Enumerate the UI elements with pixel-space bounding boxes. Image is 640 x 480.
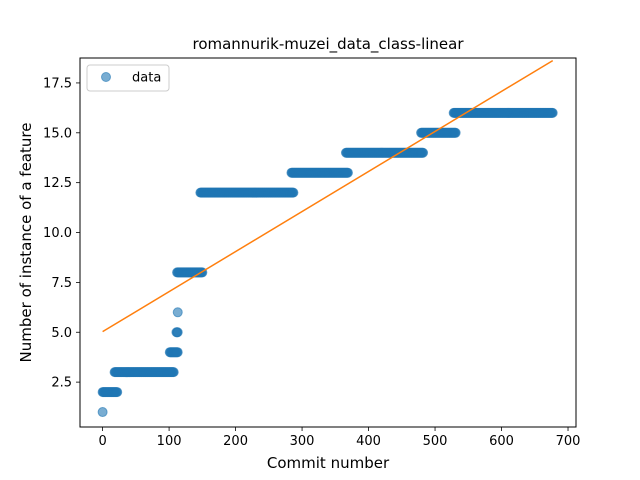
y-tick-label: 10.0 (43, 226, 72, 241)
x-tick-label: 300 (290, 434, 315, 449)
data-point (547, 107, 558, 118)
data-point (168, 367, 179, 378)
y-tick-label: 7.5 (51, 276, 72, 291)
legend-box (86, 64, 170, 92)
y-tick-label: 15.0 (43, 126, 72, 141)
y-tick-label: 17.5 (43, 76, 72, 91)
data-point (342, 167, 353, 178)
data-point (97, 407, 108, 418)
data-point (418, 147, 429, 158)
y-axis: 2.5 5.0 7.5 10.0 12.5 15.0 17.5 (43, 76, 80, 391)
y-tick-label: 5.0 (51, 326, 72, 341)
x-tick-label: 500 (423, 434, 448, 449)
chart-title: romannurik-muzei_data_class-linear (192, 35, 464, 54)
y-tick-label: 2.5 (51, 376, 72, 391)
x-tick-label: 600 (489, 434, 514, 449)
x-tick-label: 0 (98, 434, 106, 449)
data-point (450, 127, 461, 138)
legend-marker-data (101, 72, 111, 82)
data-point (112, 387, 123, 398)
legend: data (86, 64, 170, 92)
data-point (172, 307, 183, 318)
x-tick-label: 100 (157, 434, 182, 449)
axes-frame (79, 57, 577, 428)
legend-label-data: data (132, 71, 161, 86)
x-axis-label: Commit number (267, 454, 390, 472)
x-tick-label: 700 (556, 434, 581, 449)
fit-line (102, 59, 554, 333)
data-point (172, 327, 183, 338)
plot-area (97, 59, 558, 418)
x-axis: 0 100 200 300 400 500 600 700 (98, 427, 580, 449)
y-axis-label: Number of instance of a feature (17, 123, 35, 363)
x-tick-label: 200 (223, 434, 248, 449)
x-tick-label: 400 (356, 434, 381, 449)
y-tick-label: 12.5 (43, 176, 72, 191)
data-point (288, 187, 299, 198)
data-point (172, 347, 183, 358)
